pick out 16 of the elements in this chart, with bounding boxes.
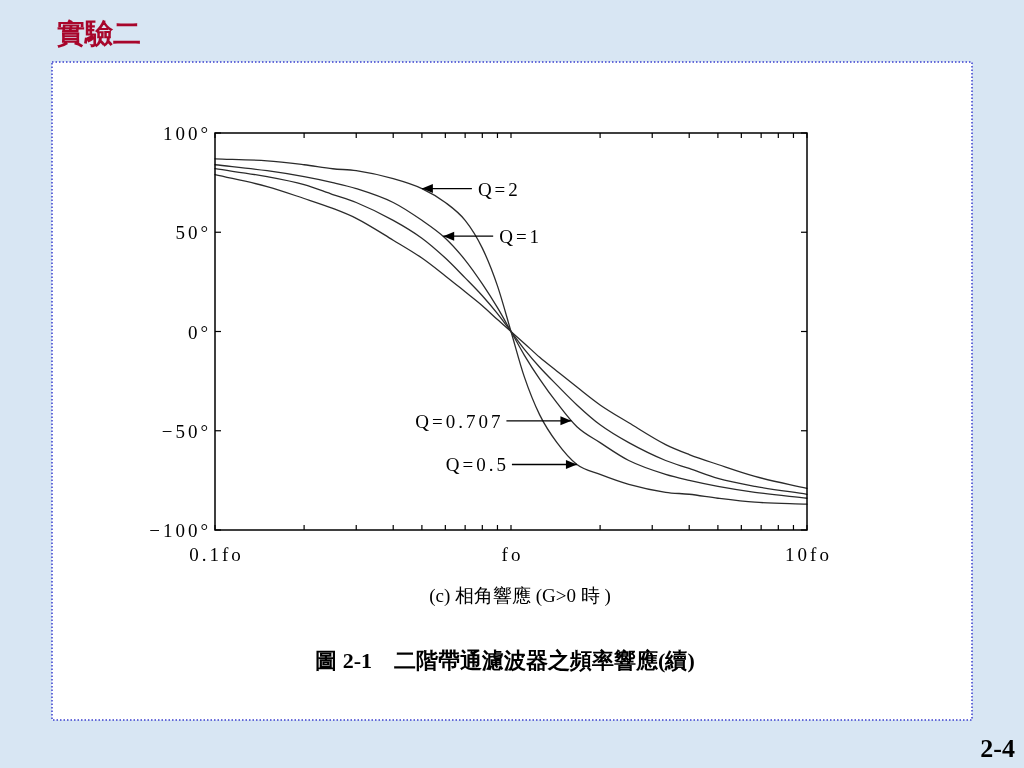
caption: 圖 2-1 二階帶通濾波器之頻率響應(續)	[315, 648, 695, 673]
x-axis-title: (c) 相角響應 (G>0 時 )	[429, 585, 611, 607]
y-tick-label: 0°	[187, 321, 211, 343]
annotation: Q=1	[499, 226, 543, 248]
annotation: Q=0.707	[415, 410, 504, 432]
y-tick-label: 50°	[175, 222, 211, 244]
y-tick-label: −50°	[161, 420, 211, 442]
annotation: Q=0.5	[445, 454, 509, 476]
y-tick-label: 100°	[162, 123, 211, 144]
chart-title: 實驗二	[57, 18, 141, 49]
x-tick-label: fo	[501, 544, 524, 565]
x-tick-label: 0.1fo	[189, 544, 244, 565]
y-tick-label: −100°	[149, 520, 211, 541]
text: 2-4	[980, 734, 1015, 763]
annotation: Q=2	[477, 178, 521, 200]
x-tick-label: 10fo	[785, 544, 832, 565]
